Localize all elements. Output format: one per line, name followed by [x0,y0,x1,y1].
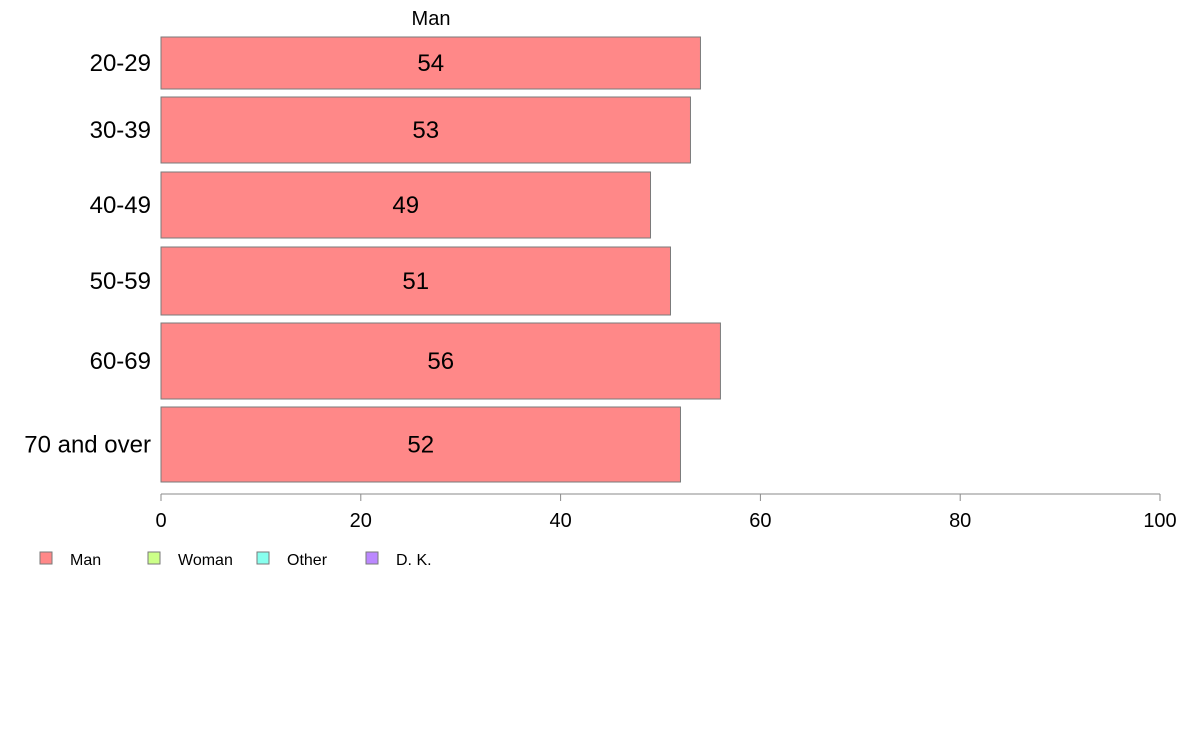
legend-swatch [256,551,270,565]
x-tick-label: 60 [749,510,771,532]
bar-value-label: 51 [402,268,429,295]
category-label: 20-29 [90,50,151,77]
bar-value-label: 52 [407,432,434,459]
series-title: Man [412,8,451,30]
bar-value-label: 56 [427,348,454,375]
legend-label: Man [70,552,101,569]
bar-40-49 [160,171,652,239]
bar-value-label: 54 [417,50,444,77]
x-tick-label: 20 [350,510,372,532]
category-label: 70 and over [24,432,151,459]
legend-swatch [365,551,379,565]
legend: Man Woman Other D. K. [39,551,432,569]
bar-value-label: 49 [392,192,419,219]
bar-60-69 [160,322,721,400]
x-tick-label: 100 [1143,510,1176,532]
category-label: 30-39 [90,117,151,144]
category-label: 60-69 [90,348,151,375]
bar-20-29 [160,36,701,90]
legend-swatch [39,551,53,565]
bar-70-and-over [160,406,681,483]
x-axis: 0 20 40 60 80 100 [155,493,1177,532]
legend-swatch [147,551,161,565]
x-tick-label: 0 [155,510,166,532]
bar-value-label: 53 [412,117,439,144]
category-label: 40-49 [90,192,151,219]
legend-label: Woman [178,552,233,569]
legend-label: D. K. [396,552,432,569]
bar-50-59 [160,246,671,316]
x-tick-label: 80 [949,510,971,532]
bars-group: 54 20-29 53 30-39 49 40-49 51 50-59 56 60-69 52 70 … [24,36,721,483]
legend-label: Other [287,552,328,569]
category-label: 50-59 [90,268,151,295]
x-tick-label: 40 [549,510,571,532]
bar-30-39 [160,96,691,164]
